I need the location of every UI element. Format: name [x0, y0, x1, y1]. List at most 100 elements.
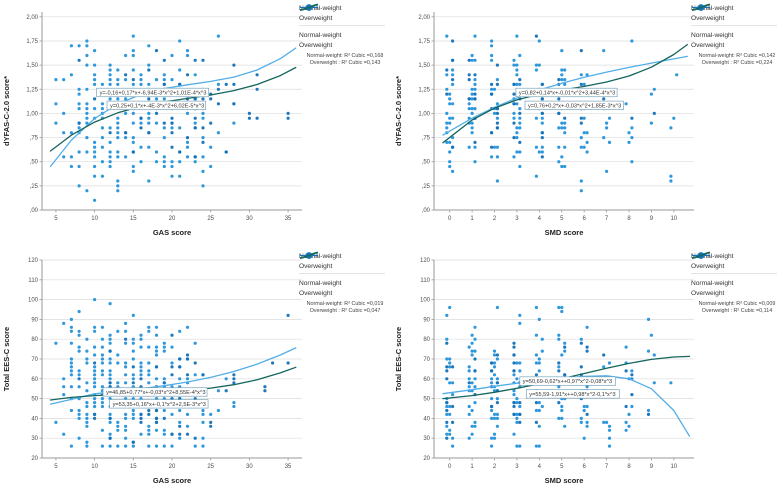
r2-over: Overweight : R² Cubic =0,114 — [701, 308, 773, 314]
svg-text:30: 30 — [246, 464, 253, 470]
svg-text:3: 3 — [515, 216, 519, 222]
svg-text:20: 20 — [423, 456, 430, 462]
legend-label: Normal-weight — [299, 31, 342, 39]
svg-text:9: 9 — [650, 216, 654, 222]
svg-text:GAS score: GAS score — [153, 228, 191, 237]
svg-text:110: 110 — [28, 278, 38, 284]
svg-text:1,00: 1,00 — [26, 111, 38, 117]
svg-text:70: 70 — [31, 357, 38, 363]
legend-entry-over-line: Overweight — [691, 3, 783, 50]
panel-bottom-right: 120 110 100 90 80 70 60 50 40 30 20 0 1 2 3 4 5 6 7 8 9 10 SMD… — [392, 248, 784, 495]
svg-text:30: 30 — [423, 436, 430, 442]
overweight-fitline-icon — [299, 251, 319, 259]
svg-text:4: 4 — [538, 464, 542, 470]
svg-text:15: 15 — [130, 464, 137, 470]
legend-label: Normal-weight — [691, 31, 734, 39]
svg-text:5: 5 — [54, 216, 58, 222]
svg-text:20: 20 — [169, 216, 176, 222]
r-squared-note: Normal-weight: R² Cubic =0,168 Overweigh… — [299, 53, 391, 67]
svg-text:20: 20 — [31, 456, 38, 462]
svg-text:30: 30 — [246, 216, 253, 222]
legend-entry-over-line: Overweight — [691, 251, 783, 298]
legend-label: Normal-weight — [691, 4, 734, 12]
svg-text:7: 7 — [605, 464, 609, 470]
svg-text:60: 60 — [423, 377, 430, 383]
svg-text:1,50: 1,50 — [418, 63, 430, 69]
svg-text:y=55,59-1,91*x++0,98*x^2-0,1*x: y=55,59-1,91*x++0,98*x^2-0,1*x^3 — [529, 392, 615, 398]
chart-smd-ees: 120 110 100 90 80 70 60 50 40 30 20 0 1 2 3 4 5 6 7 8 9 10 SMD… — [394, 258, 694, 485]
chart-gas-dyfas: 2,00 1,75 1,50 1,25 1,00 ,75 ,50 ,25 ,00 5 10 15 20 2… — [2, 12, 302, 237]
r2-over: Overweight : R² Cubic =0,224 — [701, 60, 773, 66]
legend-label: Normal-weight — [691, 279, 734, 287]
r2-normal: Normal-weight: R² Cubic =0,168 — [306, 53, 384, 59]
svg-text:,50: ,50 — [30, 160, 39, 166]
svg-text:0: 0 — [448, 464, 452, 470]
svg-text:120: 120 — [420, 258, 431, 264]
svg-text:SMD score: SMD score — [545, 228, 584, 237]
r2-over: Overweight : R² Cubic =0,047 — [309, 308, 381, 314]
legend-divider — [299, 25, 385, 29]
svg-text:3: 3 — [515, 464, 519, 470]
svg-text:2: 2 — [493, 464, 497, 470]
svg-text:4: 4 — [538, 216, 542, 222]
chart-gas-ees: 120 110 100 90 80 70 60 50 40 30 20 5 10 15 20 25 30 35 GA… — [2, 258, 302, 485]
legend-label: Overweight — [691, 262, 725, 270]
svg-text:,75: ,75 — [30, 136, 39, 142]
r2-over: Overweight : R² Cubic =0,143 — [309, 60, 381, 66]
svg-text:90: 90 — [423, 317, 430, 323]
legend-entry-over-dot: Overweight — [299, 252, 391, 271]
legend-label: Overweight — [299, 14, 333, 22]
svg-text:SMD score: SMD score — [545, 476, 584, 485]
svg-text:dYFAS-C-2.0 score*: dYFAS-C-2.0 score* — [394, 76, 403, 146]
svg-text:100: 100 — [420, 298, 431, 304]
r2-normal: Normal-weight: R² Cubic =0,019 — [306, 301, 384, 307]
svg-text:5: 5 — [54, 464, 58, 470]
overweight-fitline-icon — [691, 251, 711, 259]
svg-text:,25: ,25 — [30, 184, 39, 190]
svg-text:Total EES-C score: Total EES-C score — [394, 327, 403, 391]
svg-text:dYFAS-C-2.0 score*: dYFAS-C-2.0 score* — [2, 76, 11, 146]
svg-text:8: 8 — [627, 464, 631, 470]
svg-text:9: 9 — [650, 464, 654, 470]
svg-text:y=50,69-0,62*x++0,97*x^2-0,08*: y=50,69-0,62*x++0,97*x^2-0,08*x^3 — [523, 379, 612, 385]
svg-text:30: 30 — [31, 436, 38, 442]
svg-text:1: 1 — [470, 216, 474, 222]
r2-normal: Normal-weight: R² Cubic =0,142 — [698, 53, 776, 59]
svg-text:8: 8 — [627, 216, 631, 222]
legend-label: Overweight — [691, 14, 725, 22]
svg-text:y=53,35+0,16*x+-0,1*x^2+2,5E-3: y=53,35+0,16*x+-0,1*x^2+2,5E-3*x^3 — [113, 402, 206, 408]
svg-text:40: 40 — [31, 416, 38, 422]
legend-entry-over-dot: Overweight — [299, 4, 391, 23]
panel-top-right: 2,00 1,75 1,50 1,25 1,00 ,75 ,50 ,25 ,00 0 1 2 3 4 5 6 7… — [392, 0, 784, 248]
svg-text:y=46,85+0,77*x+-0,03*x^2+8,55E: y=46,85+0,77*x+-0,03*x^2+8,55E-4*x^3 — [106, 390, 205, 396]
legend-entry-over-dot: Overweight — [691, 252, 783, 271]
svg-text:7: 7 — [605, 216, 609, 222]
svg-text:70: 70 — [423, 357, 430, 363]
svg-text:6: 6 — [583, 464, 587, 470]
legend-label: Overweight — [299, 262, 333, 270]
svg-text:25: 25 — [207, 216, 214, 222]
svg-text:,00: ,00 — [422, 208, 431, 214]
chart-smd-dyfas: 2,00 1,75 1,50 1,25 1,00 ,75 ,50 ,25 ,00 0 1 2 3 4 5 6 7… — [394, 12, 694, 237]
svg-text:,00: ,00 — [30, 208, 39, 214]
legend-entry-normal-line: Normal-weight — [691, 251, 783, 288]
legend-label: Overweight — [299, 41, 333, 49]
svg-text:1,50: 1,50 — [26, 63, 38, 69]
svg-text:60: 60 — [31, 377, 38, 383]
svg-text:80: 80 — [31, 337, 38, 343]
legend-label: Overweight — [691, 41, 725, 49]
svg-text:Total EES-C score: Total EES-C score — [2, 327, 11, 391]
svg-text:5: 5 — [560, 216, 564, 222]
svg-text:1,75: 1,75 — [418, 39, 430, 45]
svg-text:6: 6 — [583, 216, 587, 222]
svg-text:1,75: 1,75 — [26, 39, 38, 45]
svg-text:1,25: 1,25 — [418, 87, 430, 93]
legend: Normal-weight Overweight Normal-weight O… — [299, 251, 391, 315]
svg-text:2,00: 2,00 — [418, 15, 430, 21]
legend-divider — [691, 25, 777, 29]
legend-entry-over-dot: Overweight — [691, 4, 783, 23]
svg-text:5: 5 — [560, 464, 564, 470]
svg-text:y=0,25+0,1*x+-4E-3*x^2+6,02E-5: y=0,25+0,1*x+-4E-3*x^2+6,02E-5*x^3 — [110, 103, 204, 109]
svg-text:,25: ,25 — [422, 184, 431, 190]
